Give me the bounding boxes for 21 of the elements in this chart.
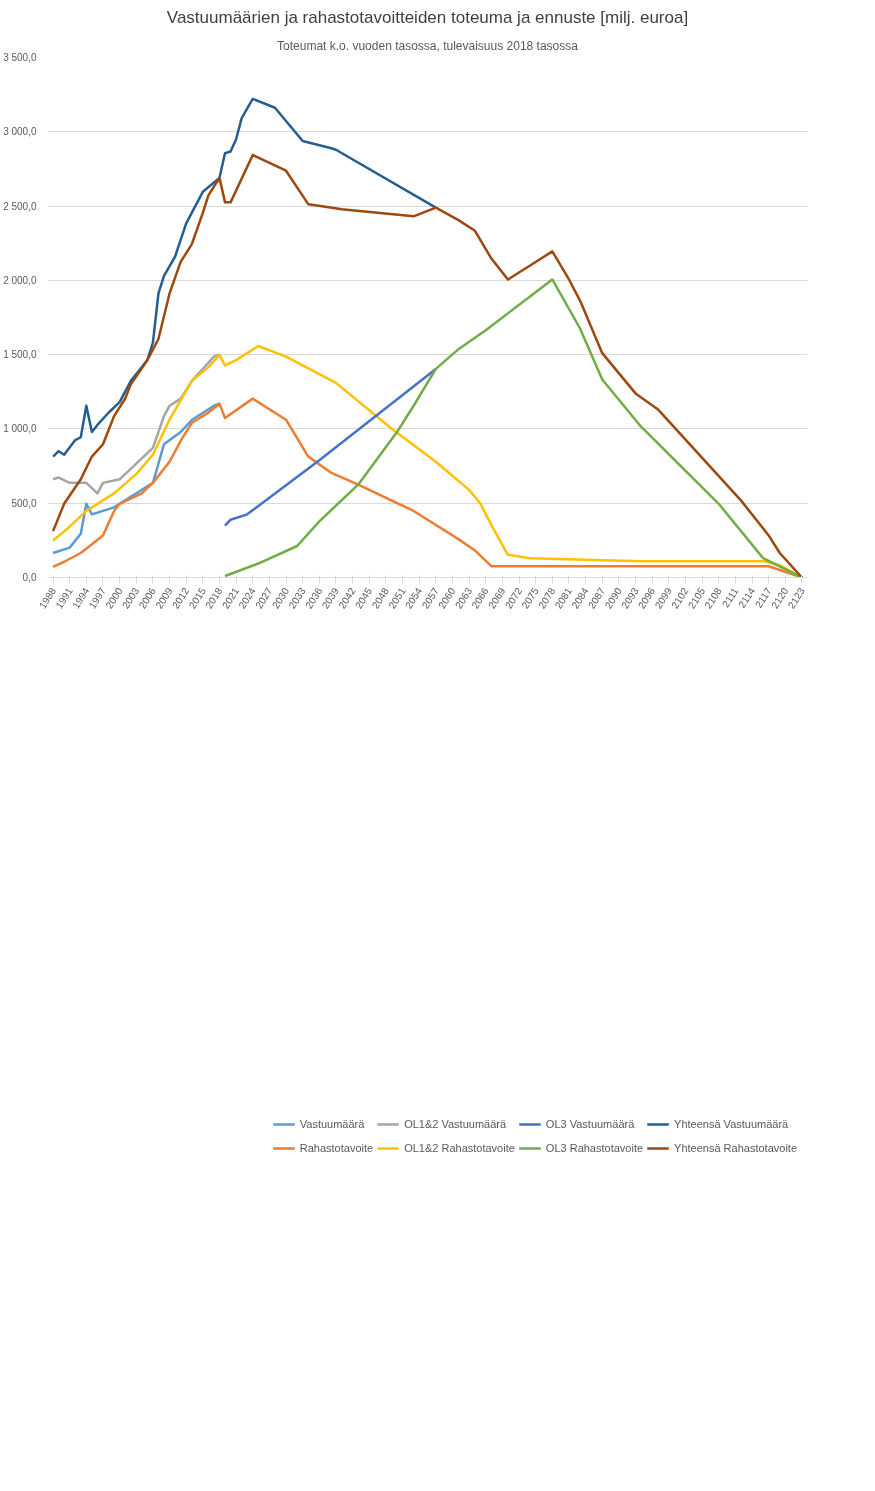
y-tick-label: 1 000,0	[3, 423, 37, 435]
y-tick-label: 2 500,0	[3, 200, 37, 212]
legend-label: Yhteensä Vastuumäärä	[674, 1118, 789, 1130]
line-series	[51, 97, 438, 458]
legend-label: Rahastotavoite	[299, 1142, 374, 1154]
y-tick-label: 3 500,0	[3, 52, 37, 63]
y-tick-label: 2 000,0	[3, 274, 37, 286]
chart-title: Vastuumäärien ja rahastotavoitteiden toteuma ja ennuste [milj. euroa]	[166, 7, 689, 27]
legend-label: OL1&2 Vastuumäärä	[404, 1118, 507, 1130]
y-tick-label: 3 000,0	[3, 126, 37, 138]
legend-label: OL1&2 Rahastotavoite	[404, 1142, 515, 1154]
chart-subtitle: Toteumat k.o. vuoden tasossa, tulevaisuus 2018 tasossa	[277, 38, 579, 53]
legend-label: Vastuumäärä	[299, 1118, 365, 1130]
line-series	[51, 153, 804, 578]
y-tick-label: 500,0	[11, 497, 37, 509]
legend-label: OL3 Rahastotavoite	[545, 1142, 644, 1154]
y-tick-label: 0,0	[22, 572, 37, 583]
legend-label: OL3 Vastuumäärä	[545, 1118, 635, 1130]
legend-label: Yhteensä Rahastotavoite	[674, 1142, 797, 1154]
y-tick-label: 1 500,0	[3, 349, 37, 361]
line-series	[223, 367, 438, 527]
